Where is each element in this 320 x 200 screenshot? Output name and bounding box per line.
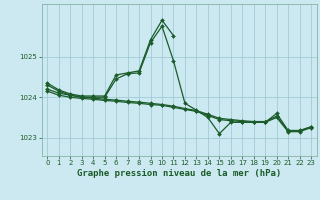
X-axis label: Graphe pression niveau de la mer (hPa): Graphe pression niveau de la mer (hPa) [77,169,281,178]
